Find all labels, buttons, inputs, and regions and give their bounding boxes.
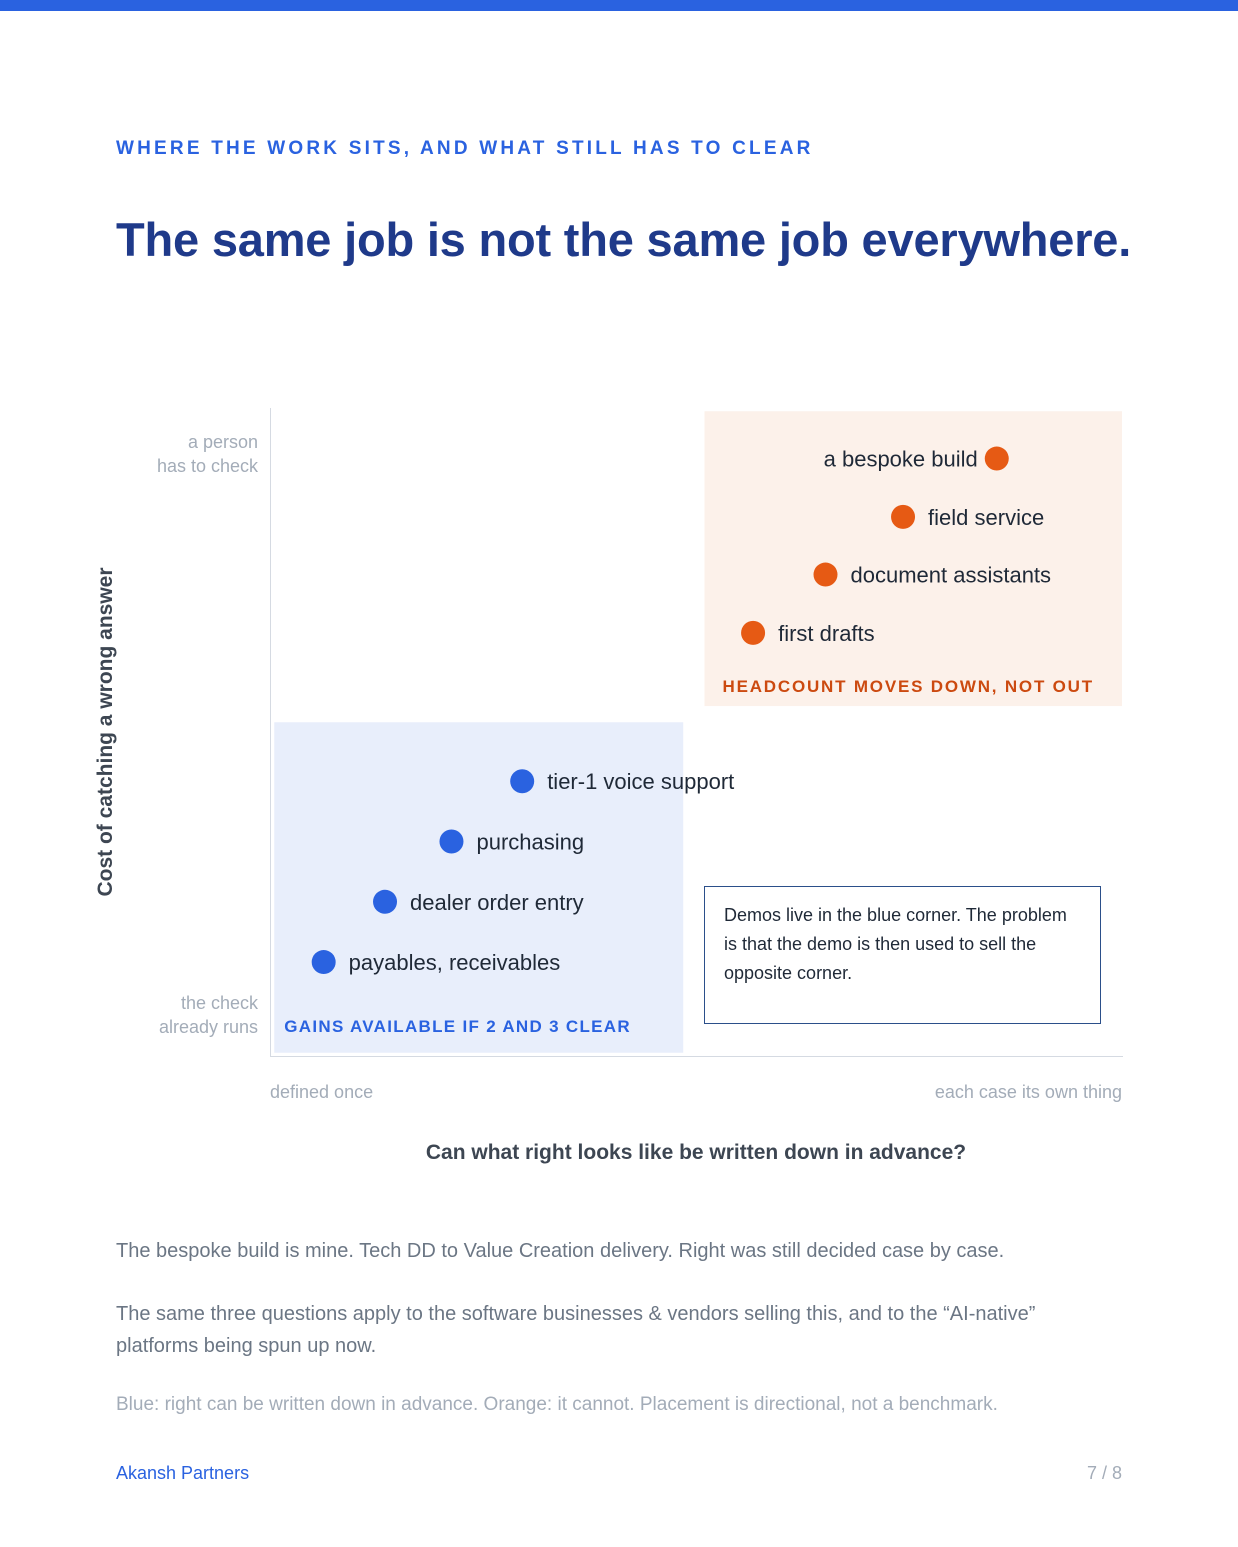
zone-orange — [704, 411, 1122, 707]
point-label-orange-0: first drafts — [778, 621, 875, 646]
point-orange-3 — [984, 446, 1009, 471]
zones-layer: GAINS AVAILABLE IF 2 AND 3 CLEAR HEADCOUN… — [274, 411, 1122, 1053]
x-tick-low: defined once — [270, 1082, 373, 1102]
points-layer: payables, receivables dealer order entry p… — [311, 446, 1052, 975]
y-axis-label: Cost of catching a wrong answer — [94, 567, 117, 896]
body-paragraph-2: The same three questions apply to the so… — [116, 1303, 1036, 1357]
y-tick-high-line2: has to check — [157, 456, 259, 476]
point-label-blue-0: payables, receivables — [349, 950, 561, 975]
point-label-orange-1: document assistants — [851, 563, 1052, 588]
annotation-text: Demos live in the blue corner. The probl… — [724, 905, 1067, 983]
point-orange-1 — [813, 562, 838, 587]
chart-footnote: Blue: right can be written down in advan… — [116, 1394, 998, 1415]
point-blue-2 — [439, 829, 464, 854]
point-label-blue-1: dealer order entry — [410, 890, 584, 915]
point-blue-0 — [311, 950, 336, 975]
point-orange-2 — [891, 504, 916, 529]
y-tick-low-line1: the check — [181, 993, 259, 1013]
y-tick-high-line1: a person — [188, 432, 258, 452]
y-tick-low-line2: already runs — [159, 1017, 258, 1037]
point-label-blue-3: tier-1 voice support — [547, 769, 734, 794]
x-axis-label: Can what right looks like be written dow… — [426, 1141, 966, 1164]
point-orange-0 — [741, 620, 766, 645]
footer-brand: Akansh Partners — [116, 1463, 250, 1483]
page-title: The same job is not the same job everywh… — [116, 213, 1132, 266]
zone-label-orange: HEADCOUNT MOVES DOWN, NOT OUT — [723, 677, 1094, 696]
top-accent-bar — [0, 0, 1238, 11]
zone-blue — [274, 722, 684, 1053]
body-paragraph-1: The bespoke build is mine. Tech DD to Va… — [116, 1240, 1005, 1262]
section-kicker: WHERE THE WORK SITS, AND WHAT STILL HAS … — [116, 138, 814, 159]
point-blue-1 — [373, 889, 398, 914]
x-tick-high: each case its own thing — [935, 1082, 1122, 1102]
zone-label-blue: GAINS AVAILABLE IF 2 AND 3 CLEAR — [284, 1017, 631, 1036]
annotation-box: Demos live in the blue corner. The probl… — [704, 886, 1101, 1024]
point-label-orange-2: field service — [928, 505, 1044, 530]
page-number: 7 / 8 — [1086, 1463, 1122, 1483]
point-blue-3 — [510, 769, 535, 794]
point-label-orange-3: a bespoke build — [824, 447, 978, 472]
point-label-blue-2: purchasing — [476, 830, 584, 855]
